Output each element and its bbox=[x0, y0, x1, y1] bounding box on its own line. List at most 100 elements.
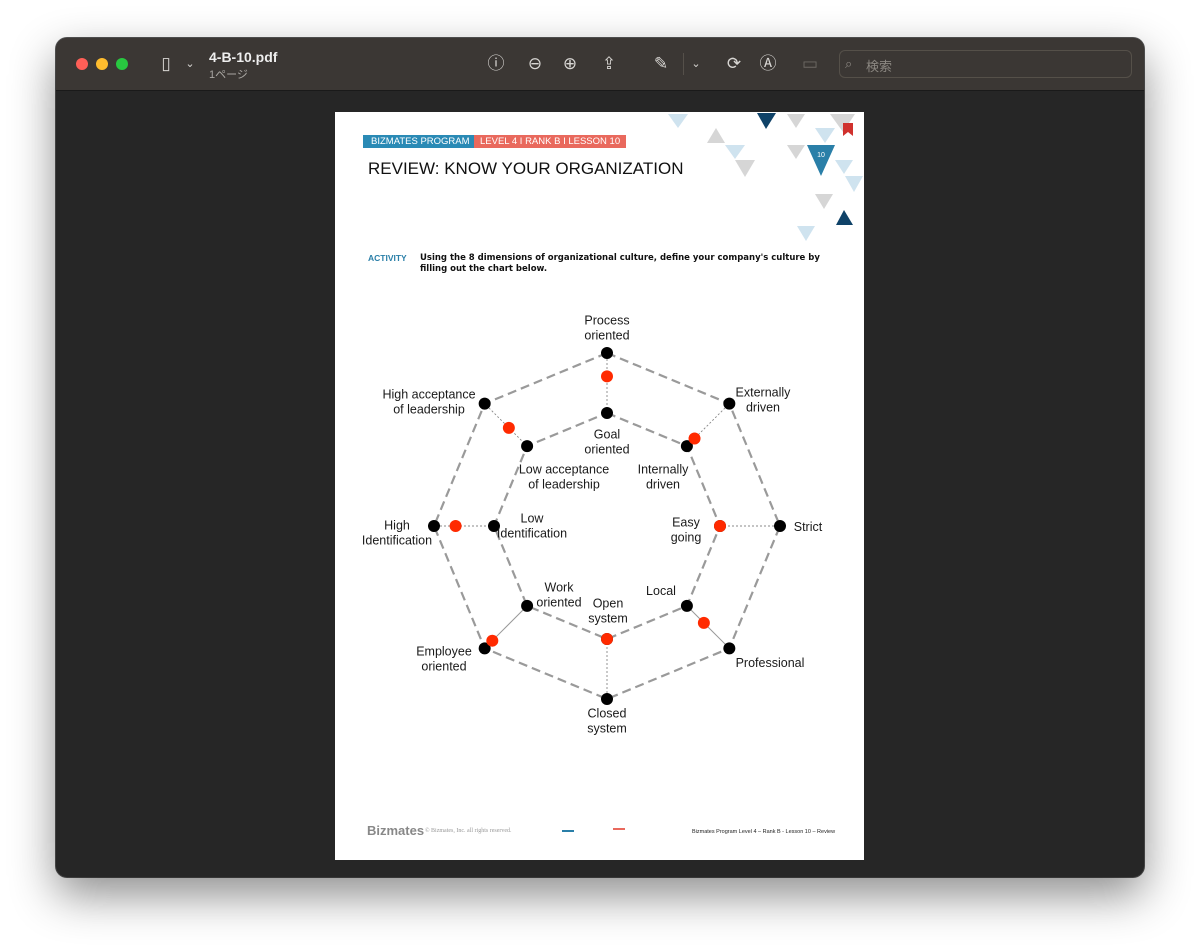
outer-label-line: of leadership bbox=[393, 403, 465, 417]
footer-lesson-info: Bizmates Program Level 4 – Rank B - Less… bbox=[692, 829, 836, 835]
outer-label-line: oriented bbox=[584, 329, 629, 343]
outer-label-line: Externally bbox=[736, 386, 792, 400]
inner-point bbox=[680, 599, 693, 612]
program-tag: BIZMATES PROGRAM bbox=[363, 135, 478, 148]
inner-label-line: going bbox=[671, 531, 702, 545]
inner-label-line: Local bbox=[646, 584, 676, 598]
info-icon[interactable]: ⓘ bbox=[487, 54, 505, 73]
zoom-out-icon[interactable]: ⊖ bbox=[527, 54, 543, 73]
outer-point bbox=[428, 520, 440, 532]
outer-label-line: Process bbox=[584, 314, 629, 328]
inner-label-line: driven bbox=[646, 478, 680, 492]
inner-label-line: Low acceptance bbox=[519, 463, 609, 477]
document-title: 4-B-10.pdf bbox=[209, 49, 278, 65]
inner-point bbox=[680, 440, 693, 453]
preview-window: ▯ ⌄ 4-B-10.pdf 1ページ ⓘ ⊖ ⊕ ⇪ ✎ ⌄ ⟳ Ⓐ ▭ ⌕ … bbox=[56, 38, 1144, 877]
share-icon[interactable]: ⇪ bbox=[601, 54, 617, 73]
inner-point bbox=[488, 520, 500, 532]
rating-marker bbox=[502, 421, 515, 434]
outer-label: Employee oriented bbox=[416, 645, 472, 674]
inner-label-line: system bbox=[588, 612, 628, 626]
lesson-badge: 10 bbox=[817, 152, 825, 159]
inner-label: Low Identification bbox=[497, 512, 567, 541]
inner-label-line: Work bbox=[545, 581, 575, 595]
outer-label: Process oriented bbox=[584, 314, 629, 343]
inner-label: Local bbox=[646, 584, 676, 598]
minimize-button[interactable] bbox=[96, 58, 108, 70]
outer-point bbox=[601, 693, 613, 705]
inner-label: Work oriented bbox=[536, 581, 581, 610]
outer-point bbox=[723, 642, 736, 655]
search-icon: ⌕ bbox=[845, 56, 853, 71]
chevron-down-icon[interactable]: ⌄ bbox=[185, 58, 195, 70]
outer-label: Externally driven bbox=[736, 386, 792, 415]
outer-label: High Identification bbox=[362, 519, 432, 548]
lesson-tag: LEVEL 4 I RANK B I LESSON 10 bbox=[474, 135, 627, 148]
outer-label-line: driven bbox=[746, 401, 780, 415]
outer-label-line: system bbox=[587, 722, 627, 736]
inner-label-line: Low bbox=[521, 512, 545, 526]
inner-label-line: of leadership bbox=[528, 478, 600, 492]
chevron-down-icon[interactable]: ⌄ bbox=[691, 58, 701, 70]
inner-label: Low acceptance of leadership bbox=[519, 463, 609, 492]
inner-point bbox=[521, 440, 534, 453]
highlighter-icon[interactable]: ✎ bbox=[653, 54, 669, 73]
zoom-button[interactable] bbox=[116, 58, 128, 70]
search-placeholder: 検索 bbox=[866, 59, 893, 74]
inner-label: Goal oriented bbox=[584, 428, 629, 457]
outer-octagon bbox=[432, 351, 782, 701]
outer-point bbox=[723, 397, 736, 410]
footer-blue-dash bbox=[562, 830, 574, 832]
sidebar-icon[interactable]: ▯ bbox=[161, 54, 171, 73]
activity-label: ACTIVITY bbox=[368, 253, 407, 263]
inner-label: Internally driven bbox=[638, 463, 689, 492]
search-field[interactable]: ⌕ 検索 bbox=[839, 50, 1132, 78]
pdf-page: 10 BIZMATES PROGRAM LEVEL 4 I RANK B I L… bbox=[335, 112, 864, 860]
outer-label-line: Employee bbox=[416, 645, 472, 659]
rating-marker bbox=[601, 370, 613, 383]
inner-label-line: Goal bbox=[594, 428, 620, 442]
inner-label-line: Easy bbox=[672, 516, 701, 530]
outer-label-line: High bbox=[384, 519, 410, 533]
toolbar: ▯ ⌄ 4-B-10.pdf 1ページ ⓘ ⊖ ⊕ ⇪ ✎ ⌄ ⟳ Ⓐ ▭ ⌕ … bbox=[56, 38, 1144, 91]
inner-label: Open system bbox=[588, 597, 628, 626]
outer-label-line: High acceptance bbox=[382, 388, 475, 402]
inner-octagon bbox=[492, 411, 722, 641]
inner-point bbox=[601, 407, 613, 419]
markup-icon[interactable]: Ⓐ bbox=[759, 54, 777, 73]
outer-label-line: Professional bbox=[736, 656, 805, 670]
outer-label-line: Closed bbox=[588, 707, 627, 721]
inner-label-line: Internally bbox=[638, 463, 689, 477]
outer-point bbox=[774, 520, 786, 532]
inner-label-line: oriented bbox=[536, 596, 581, 610]
rotate-icon[interactable]: ⟳ bbox=[726, 54, 742, 73]
form-fill-icon[interactable]: ▭ bbox=[801, 54, 819, 73]
activity-instructions: Using the 8 dimensions of organizational… bbox=[420, 253, 820, 274]
rating-marker bbox=[449, 520, 462, 532]
rating-marker bbox=[697, 616, 710, 629]
outer-point bbox=[478, 642, 491, 655]
inner-label-line: oriented bbox=[584, 443, 629, 457]
footer-red-dash bbox=[613, 828, 625, 830]
inner-point bbox=[521, 599, 534, 612]
outer-label-line: Strict bbox=[794, 520, 823, 534]
outer-label-line: oriented bbox=[421, 660, 466, 674]
page-count: 1ページ bbox=[209, 69, 248, 81]
inner-label-line: Open bbox=[593, 597, 624, 611]
outer-point bbox=[601, 347, 613, 359]
rating-marker bbox=[601, 633, 613, 645]
zoom-in-icon[interactable]: ⊕ bbox=[562, 54, 578, 73]
outer-label: Strict bbox=[794, 520, 823, 534]
footer-logo: Bizmates bbox=[367, 823, 425, 838]
outer-label: Professional bbox=[736, 656, 805, 670]
inner-label-line: Identification bbox=[497, 527, 567, 541]
outer-label: High acceptance of leadership bbox=[382, 388, 475, 417]
footer-copyright: © Bizmates, Inc. all rights reserved. bbox=[425, 828, 512, 834]
decorative-triangles: 10 bbox=[668, 113, 863, 241]
outer-point bbox=[478, 397, 491, 410]
rating-marker bbox=[714, 520, 726, 532]
page-title: REVIEW: KNOW YOUR ORGANIZATION bbox=[368, 159, 684, 178]
close-button[interactable] bbox=[76, 58, 88, 70]
rating-marker bbox=[688, 432, 701, 445]
